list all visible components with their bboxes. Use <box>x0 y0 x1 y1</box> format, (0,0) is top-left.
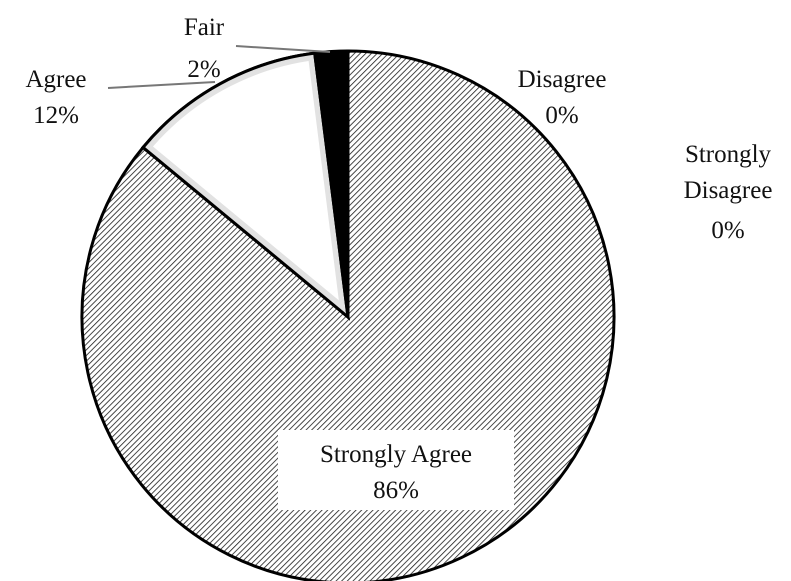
slice-name-strongly-disagree-line1: Strongly <box>685 141 772 168</box>
leader-lines <box>107 45 331 89</box>
slice-name-fair: Fair <box>184 14 225 41</box>
pie-slice-outline-agree <box>140 51 350 321</box>
slice-pct-strongly-disagree: 0% <box>711 217 744 244</box>
slice-name-strongly-agree: Strongly Agree <box>320 441 472 468</box>
slice-label-disagree: Disagree 0% <box>518 66 607 129</box>
slice-name-disagree: Disagree <box>518 66 607 93</box>
slice-label-fair: Fair 2% <box>184 14 225 83</box>
leader-line-fair <box>235 45 331 53</box>
slice-name-agree: Agree <box>25 66 86 93</box>
slice-pct-disagree: 0% <box>545 102 578 129</box>
slice-pct-fair: 2% <box>187 56 220 83</box>
slice-pct-strongly-agree: 86% <box>373 477 419 504</box>
slice-name-strongly-disagree-line2: Disagree <box>684 177 773 204</box>
slice-label-strongly-disagree: Strongly Disagree 0% <box>684 141 773 244</box>
slice-pct-agree: 12% <box>33 102 79 129</box>
slice-label-agree: Agree 12% <box>25 66 86 129</box>
slice-label-strongly-agree: Strongly Agree 86% <box>320 441 472 504</box>
pie-slice-fair <box>312 49 350 318</box>
strongly-agree-label-box <box>278 430 514 510</box>
leader-line-agree <box>107 81 216 89</box>
